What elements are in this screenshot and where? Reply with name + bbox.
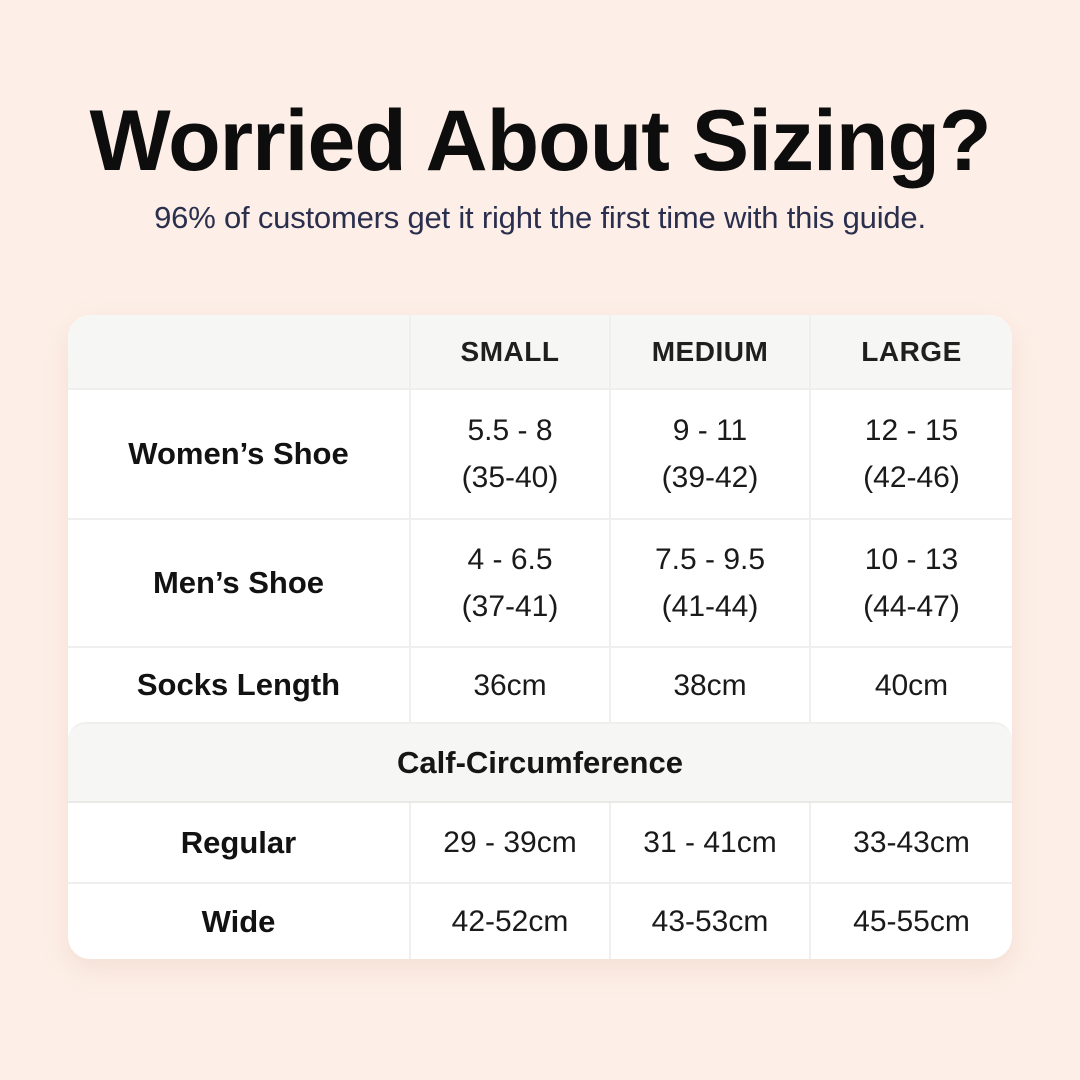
- value-line: 33-43cm: [853, 826, 970, 859]
- cell-mens-medium: 7.5 - 9.5 (41-44): [609, 520, 809, 646]
- value-line: (44-47): [863, 590, 960, 623]
- value-line: 9 - 11: [672, 414, 748, 447]
- table-row-regular: Regular 29 - 39cm 31 - 41cm 33-43cm: [68, 803, 1012, 884]
- header-cell-small: SMALL: [409, 315, 609, 388]
- table-row-womens-shoe: Women’s Shoe 5.5 - 8 (35-40) 9 - 11 (39-…: [68, 390, 1012, 520]
- value-line: 31 - 41cm: [643, 826, 777, 859]
- row-label-mens-shoe: Men’s Shoe: [152, 565, 325, 600]
- cell-wide-large: 45-55cm: [809, 884, 1012, 959]
- cell-mens-small: 4 - 6.5 (37-41): [409, 520, 609, 646]
- cell-womens-large: 12 - 15 (42-46): [809, 390, 1012, 518]
- value-line: (39-42): [661, 461, 759, 494]
- value-line: (35-40): [461, 461, 559, 494]
- header-cell-large: LARGE: [809, 315, 1012, 388]
- row-label-regular: Regular: [180, 824, 297, 860]
- cell-wide-small: 42-52cm: [409, 884, 609, 959]
- cell-socks-small: 36cm: [409, 648, 609, 722]
- cell-socks-large: 40cm: [809, 648, 1012, 722]
- value-line: 36cm: [473, 668, 547, 702]
- cell-wide-medium: 43-53cm: [609, 884, 809, 959]
- value-line: 29 - 39cm: [443, 826, 577, 859]
- header-cell-medium: MEDIUM: [609, 315, 809, 388]
- cell-womens-medium: 9 - 11 (39-42): [609, 390, 809, 518]
- row-label-womens-shoe: Women’s Shoe: [128, 436, 349, 471]
- value-line: 38cm: [673, 668, 747, 702]
- value-line: 4 - 6.5: [467, 543, 553, 576]
- header-cell-empty: [68, 315, 409, 388]
- cell-regular-medium: 31 - 41cm: [609, 803, 809, 882]
- cell-socks-medium: 38cm: [609, 648, 809, 722]
- value-line: 10 - 13: [864, 543, 959, 576]
- value-line: (41-44): [661, 590, 759, 623]
- value-line: (42-46): [863, 461, 960, 494]
- section-header-calf-circumference: Calf-Circumference: [68, 722, 1012, 803]
- value-line: 43-53cm: [651, 905, 769, 938]
- cell-regular-large: 33-43cm: [809, 803, 1012, 882]
- cell-mens-large: 10 - 13 (44-47): [809, 520, 1012, 646]
- value-line: 5.5 - 8: [467, 414, 553, 447]
- table-row-socks-length: Socks Length 36cm 38cm 40cm: [68, 648, 1012, 722]
- value-line: 7.5 - 9.5: [654, 543, 766, 576]
- hero-header: Worried About Sizing? 96% of customers g…: [0, 0, 1080, 236]
- row-label-socks-length: Socks Length: [136, 667, 341, 702]
- table-header-row: SMALL MEDIUM LARGE: [68, 315, 1012, 390]
- value-line: 45-55cm: [853, 905, 970, 938]
- table-row-mens-shoe: Men’s Shoe 4 - 6.5 (37-41) 7.5 - 9.5 (41…: [68, 520, 1012, 648]
- page-subtitle: 96% of customers get it right the first …: [154, 200, 926, 236]
- value-line: 12 - 15: [864, 414, 959, 447]
- cell-regular-small: 29 - 39cm: [409, 803, 609, 882]
- row-label-wide: Wide: [201, 903, 276, 939]
- cell-womens-small: 5.5 - 8 (35-40): [409, 390, 609, 518]
- size-chart-table: SMALL MEDIUM LARGE Women’s Shoe 5.5 - 8 …: [68, 315, 1012, 959]
- page-title: Worried About Sizing?: [89, 93, 991, 189]
- table-row-wide: Wide 42-52cm 43-53cm 45-55cm: [68, 884, 1012, 959]
- value-line: 40cm: [874, 668, 949, 702]
- value-line: 42-52cm: [451, 905, 569, 938]
- value-line: (37-41): [461, 590, 559, 623]
